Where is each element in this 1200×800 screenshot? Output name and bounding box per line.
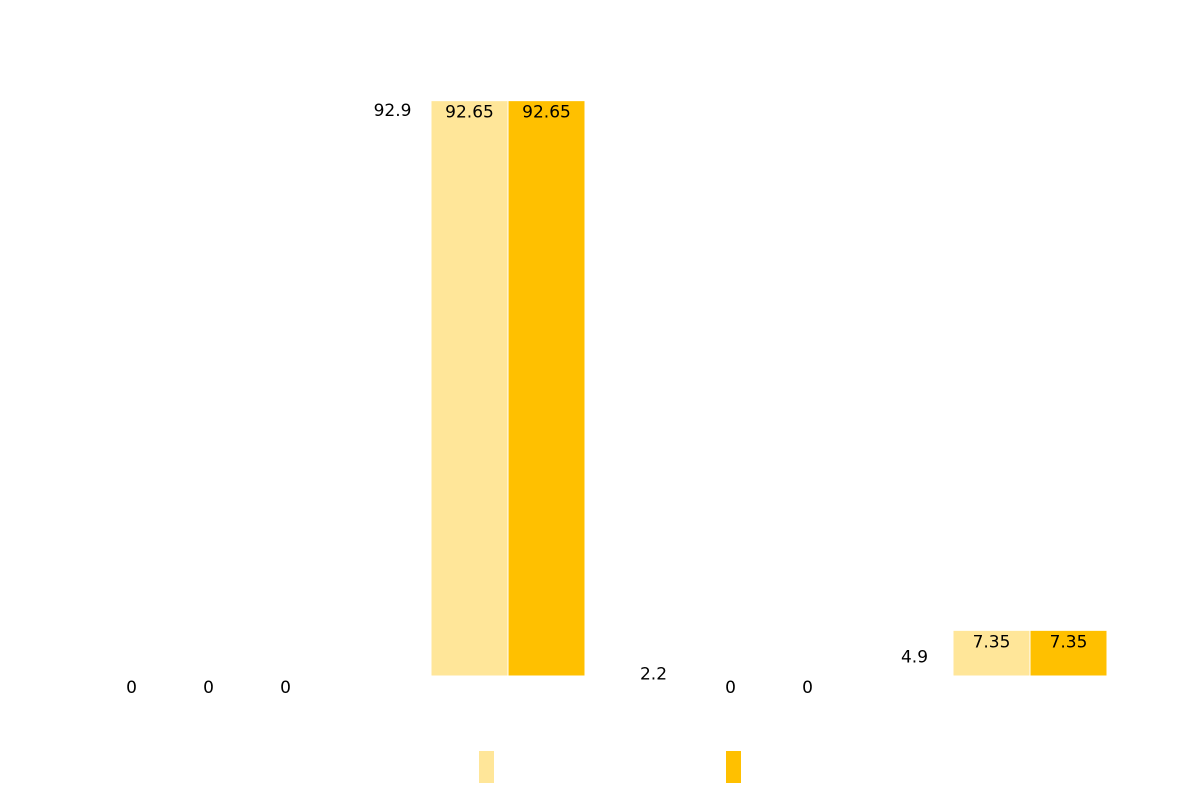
value-label: 92.65 xyxy=(445,103,494,123)
value-label: 7.35 xyxy=(1050,632,1088,652)
value-label: 0 xyxy=(280,678,291,698)
bar xyxy=(430,100,509,677)
value-label: 0 xyxy=(203,678,214,698)
value-label: 92.9 xyxy=(374,101,412,121)
bar xyxy=(353,98,432,677)
value-label: 0 xyxy=(802,678,813,698)
bar xyxy=(875,645,954,677)
bar xyxy=(614,661,693,677)
value-label: 7.35 xyxy=(973,632,1011,652)
value-label: 0 xyxy=(126,678,137,698)
bar xyxy=(952,629,1031,677)
bar xyxy=(246,674,325,677)
bar xyxy=(691,674,770,677)
value-label: 92.65 xyxy=(522,103,571,123)
bar xyxy=(507,100,586,677)
bar xyxy=(1029,629,1108,677)
bar xyxy=(768,674,847,677)
value-label: 2.2 xyxy=(640,664,667,684)
value-label: 4.9 xyxy=(901,648,928,668)
legend-swatch xyxy=(232,751,247,783)
value-label: 0 xyxy=(725,678,736,698)
legend-swatch xyxy=(479,751,494,783)
bar xyxy=(92,674,171,677)
bar xyxy=(169,674,248,677)
legend-swatch xyxy=(726,751,741,783)
